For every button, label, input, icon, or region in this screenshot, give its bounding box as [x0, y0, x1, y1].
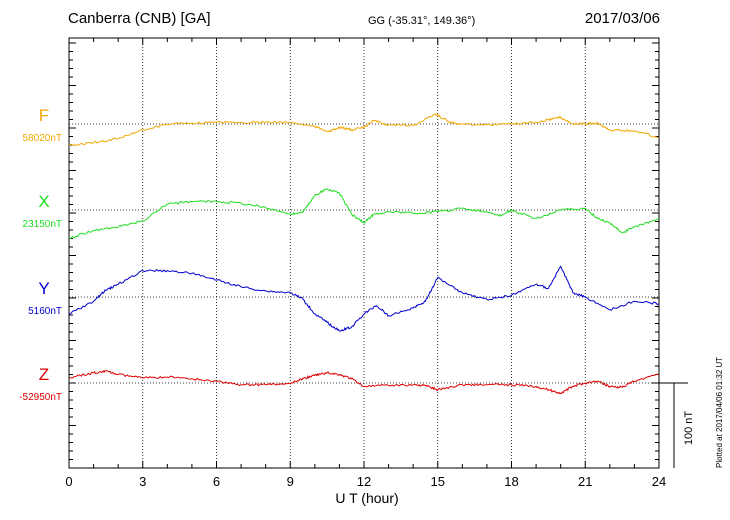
series-line-z: [68, 369, 660, 395]
x-tick-label: 0: [65, 474, 72, 489]
scale-bar-label: 100 nT: [683, 411, 695, 446]
x-tick-label: 3: [139, 474, 146, 489]
x-tick-label: 21: [578, 474, 592, 489]
scale-bar: 100 nT: [659, 382, 695, 468]
series-baseline-z: -52950nT: [19, 392, 62, 403]
series-letter-x: X: [38, 192, 49, 211]
series-group: [68, 113, 660, 395]
series-letter-f: F: [39, 106, 49, 125]
x-tick-label: 15: [431, 474, 445, 489]
series-letter-y: Y: [38, 279, 49, 298]
coordinates-label: GG (-35.31°, 149.36°): [368, 15, 476, 27]
plot-frame: [68, 37, 660, 469]
date-label: 2017/03/06: [584, 10, 660, 27]
x-tick-label: 12: [357, 474, 371, 489]
station-title: Canberra (CNB) [GA]: [68, 10, 211, 27]
series-baseline-y: 5160nT: [28, 306, 62, 317]
axis-ticks: 0 3 6 9 12 15 18 21 24: [65, 38, 666, 489]
x-tick-label: 24: [652, 474, 666, 489]
grid: [69, 38, 659, 468]
x-axis-label: U T (hour): [335, 490, 398, 506]
x-tick-label: 9: [287, 474, 294, 489]
x-tick-label: 18: [504, 474, 518, 489]
x-tick-label: 6: [213, 474, 220, 489]
series-line-f: [68, 113, 660, 146]
series-letter-z: Z: [39, 365, 49, 384]
series-line-y: [68, 265, 660, 332]
series-baseline-x: 23150nT: [23, 219, 62, 230]
series-labels: F 58020nT X 23150nT Y 5160nT Z -52950nT: [19, 106, 62, 403]
series-baseline-f: 58020nT: [23, 133, 62, 144]
series-line-x: [68, 188, 660, 239]
